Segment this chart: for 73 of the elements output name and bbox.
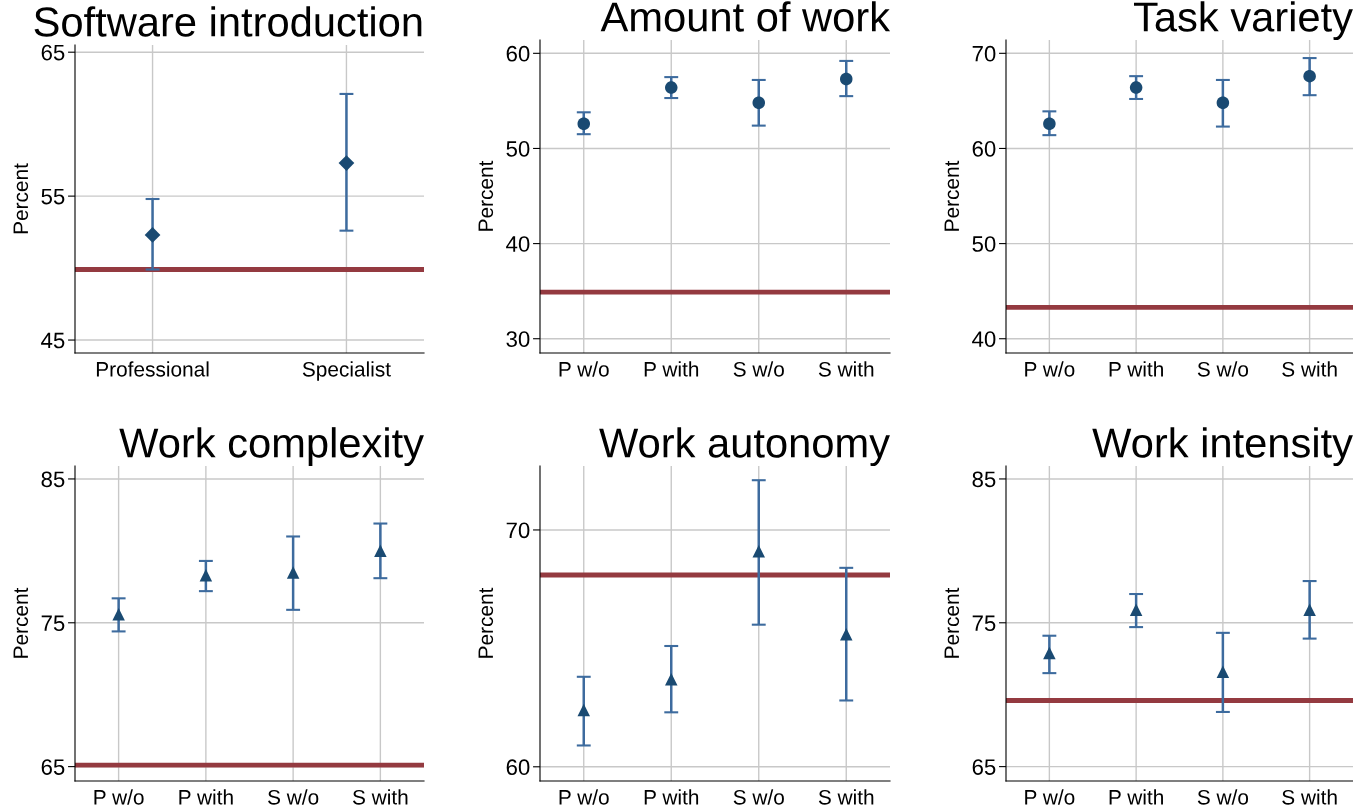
point <box>1216 96 1230 110</box>
point <box>286 566 300 579</box>
y-tick-label: 65 <box>41 759 65 775</box>
x-tick-label: P with <box>1109 789 1163 805</box>
point <box>1129 81 1143 94</box>
x-tick-label: S with <box>818 361 874 377</box>
point <box>577 117 590 130</box>
x-tick-label: S with <box>352 789 408 805</box>
point <box>112 607 125 621</box>
point <box>1043 117 1056 130</box>
x-tick-label: P with <box>1109 361 1163 377</box>
x-tick-label: P w/o <box>559 789 609 805</box>
x-tick-label: P with <box>644 361 699 377</box>
x-tick-label: S with <box>1282 789 1337 805</box>
y-tick-label: 40 <box>972 331 996 347</box>
point <box>374 544 387 558</box>
y-tick-label: 30 <box>506 331 530 347</box>
y-tick-label: 85 <box>972 471 996 488</box>
y-tick-label: 70 <box>506 522 530 539</box>
chart-title: Work intensity <box>1092 427 1353 466</box>
y-axis-title: Percent <box>13 587 29 658</box>
y-axis-title: Percent <box>944 587 960 658</box>
chart-title: Task variety <box>1134 1 1353 40</box>
point <box>1043 646 1056 660</box>
chart-title: Software introduction <box>34 6 422 37</box>
y-tick-label: 50 <box>506 140 530 157</box>
point <box>665 672 678 686</box>
y-axis-title: Percent <box>13 163 29 234</box>
y-tick-label: 70 <box>972 45 996 62</box>
point <box>1303 603 1316 617</box>
y-tick-label: 65 <box>41 44 65 61</box>
y-tick-label: 40 <box>506 236 530 252</box>
x-tick-label: Professional <box>96 361 209 377</box>
x-tick-label: S w/o <box>733 789 784 805</box>
x-tick-label: P w/o <box>1025 789 1075 805</box>
x-tick-label: S with <box>1282 361 1337 377</box>
x-tick-label: P w/o <box>94 789 144 805</box>
y-axis-title: Percent <box>944 160 960 231</box>
y-tick-label: 60 <box>972 140 996 157</box>
point <box>752 96 765 110</box>
y-tick-label: 60 <box>506 45 530 62</box>
point <box>752 545 765 558</box>
chart-title: Work autonomy <box>599 427 890 466</box>
y-tick-label: 85 <box>41 471 65 488</box>
point <box>1216 665 1230 678</box>
x-tick-label: S w/o <box>733 361 784 377</box>
y-tick-label: 75 <box>41 615 65 632</box>
x-tick-label: S with <box>818 789 874 805</box>
y-tick-label: 60 <box>506 759 530 776</box>
x-tick-label: P w/o <box>559 361 609 377</box>
point <box>1129 603 1143 617</box>
y-axis-title: Percent <box>478 587 494 658</box>
chart-title: Amount of work <box>600 1 891 32</box>
point <box>1303 69 1316 83</box>
x-tick-label: P w/o <box>1025 361 1075 377</box>
y-tick-label: 55 <box>41 188 65 205</box>
y-tick-label: 65 <box>972 759 996 775</box>
chart-title: Work complexity <box>119 427 424 466</box>
point <box>665 81 678 94</box>
point <box>577 703 590 717</box>
point <box>199 569 213 582</box>
x-tick-label: P with <box>179 789 233 805</box>
point <box>840 627 853 641</box>
x-tick-label: S w/o <box>268 789 319 805</box>
y-axis-title: Percent <box>478 160 494 231</box>
y-tick-label: 45 <box>41 332 65 349</box>
x-tick-label: S w/o <box>1197 361 1249 377</box>
x-tick-label: Specialist <box>302 361 391 381</box>
y-tick-label: 75 <box>972 615 996 632</box>
x-tick-label: S w/o <box>1197 789 1249 805</box>
point <box>840 72 853 86</box>
y-tick-label: 50 <box>972 236 996 252</box>
x-tick-label: P with <box>644 789 699 805</box>
